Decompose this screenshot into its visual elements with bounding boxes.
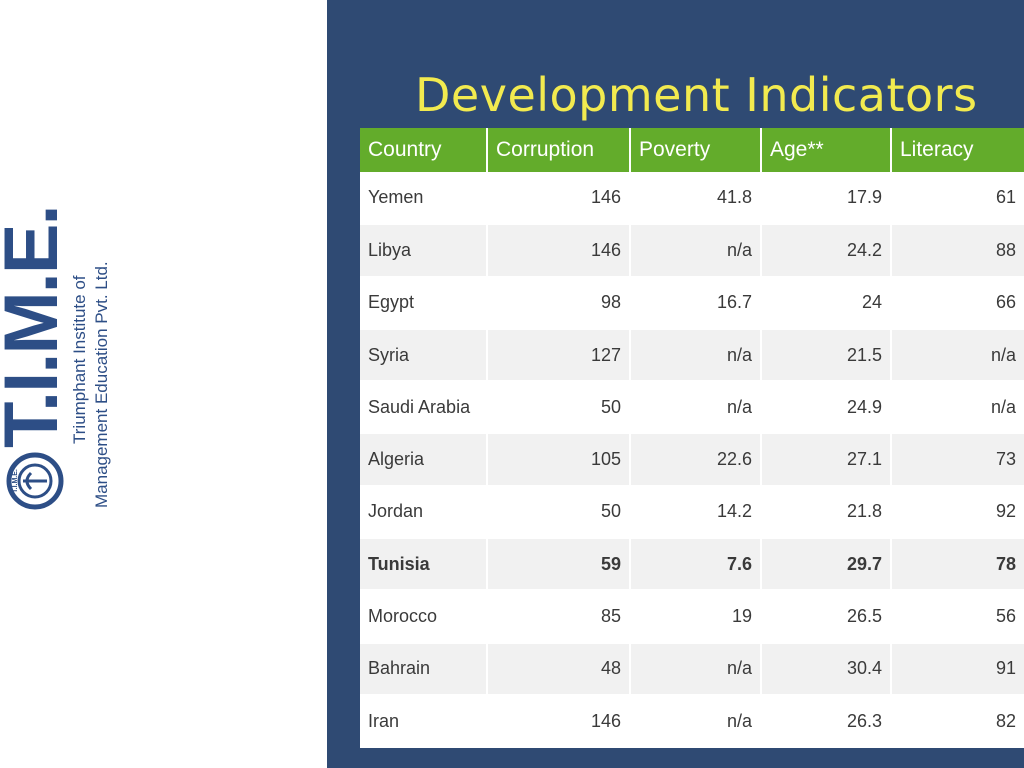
time-emblem-icon: T.I.M.E. [6,452,64,510]
cell-poverty: 14.2 [630,485,762,540]
table-row: Yemen 146 41.8 17.9 61 [360,172,1024,226]
cell-literacy: 56 [891,590,1024,644]
cell-poverty: n/a [630,642,762,696]
cell-age: 27.1 [761,433,892,487]
cell-corruption: 146 [487,694,631,749]
cell-poverty: 16.7 [630,276,762,330]
cell-age: 26.5 [761,590,892,644]
emblem-text: T.I.M.E. [12,469,19,493]
cell-age: 24 [761,276,892,330]
cell-country: Saudi Arabia [360,381,488,435]
table-row: Algeria 105 22.6 27.1 73 [360,433,1024,487]
table-row: Libya 146 n/a 24.2 88 [360,224,1024,278]
cell-country: Egypt [360,276,488,330]
header-corruption: Corruption [487,128,631,172]
cell-corruption: 48 [487,642,631,696]
cell-age: 30.4 [761,642,892,696]
cell-literacy: 73 [891,433,1024,487]
cell-country: Iran [360,694,488,749]
cell-literacy: 78 [891,538,1024,592]
logo: T.I.M.E. T.I.M.E. Triumphant Institute o… [0,0,327,768]
cell-corruption: 50 [487,381,631,435]
cell-age: 29.7 [761,538,892,592]
table-row: Syria 127 n/a 21.5 n/a [360,328,1024,383]
cell-poverty: n/a [630,381,762,435]
cell-age: 26.3 [761,694,892,749]
table-row: Morocco 85 19 26.5 56 [360,590,1024,644]
header-literacy: Literacy [891,128,1024,172]
table-row: Tunisia 59 7.6 29.7 78 [360,538,1024,592]
cell-age: 17.9 [761,172,892,226]
cell-literacy: 88 [891,224,1024,278]
header-age: Age** [761,128,892,172]
cell-literacy: 61 [891,172,1024,226]
cell-poverty: 7.6 [630,538,762,592]
cell-literacy: n/a [891,328,1024,383]
logo-subtitle-line2: Management Education Pvt. Ltd. [92,261,111,508]
cell-literacy: 91 [891,642,1024,696]
cell-poverty: n/a [630,694,762,749]
cell-corruption: 146 [487,172,631,226]
cell-country: Tunisia [360,538,488,592]
table-row: Jordan 50 14.2 21.8 92 [360,485,1024,540]
cell-age: 21.5 [761,328,892,383]
cell-country: Algeria [360,433,488,487]
cell-poverty: n/a [630,328,762,383]
cell-corruption: 50 [487,485,631,540]
indicators-table-container: Country Corruption Poverty Age** Literac… [360,128,1024,749]
logo-brand: T.I.M.E. [0,206,74,448]
cell-age: 21.8 [761,485,892,540]
cell-poverty: 41.8 [630,172,762,226]
header-poverty: Poverty [630,128,762,172]
header-country: Country [360,128,488,172]
cell-corruption: 85 [487,590,631,644]
cell-corruption: 98 [487,276,631,330]
table-header-row: Country Corruption Poverty Age** Literac… [360,128,1024,172]
cell-age: 24.9 [761,381,892,435]
cell-country: Bahrain [360,642,488,696]
logo-subtitle-line1: Triumphant Institute of [70,275,89,444]
table-row: Iran 146 n/a 26.3 82 [360,694,1024,749]
cell-poverty: 22.6 [630,433,762,487]
cell-country: Libya [360,224,488,278]
cell-country: Jordan [360,485,488,540]
cell-country: Syria [360,328,488,383]
cell-poverty: 19 [630,590,762,644]
cell-corruption: 127 [487,328,631,383]
table-body: Yemen 146 41.8 17.9 61 Libya 146 n/a 24.2 88 Egypt… [360,172,1024,749]
cell-corruption: 146 [487,224,631,278]
cell-country: Yemen [360,172,488,226]
table-row: Saudi Arabia 50 n/a 24.9 n/a [360,381,1024,435]
cell-corruption: 105 [487,433,631,487]
cell-corruption: 59 [487,538,631,592]
cell-country: Morocco [360,590,488,644]
slide-title: Development Indicators [415,68,978,122]
logo-panel: T.I.M.E. T.I.M.E. Triumphant Institute o… [0,0,327,768]
cell-poverty: n/a [630,224,762,278]
cell-literacy: n/a [891,381,1024,435]
cell-literacy: 66 [891,276,1024,330]
table-row: Egypt 98 16.7 24 66 [360,276,1024,330]
cell-age: 24.2 [761,224,892,278]
table-row: Bahrain 48 n/a 30.4 91 [360,642,1024,696]
cell-literacy: 92 [891,485,1024,540]
cell-literacy: 82 [891,694,1024,749]
indicators-table: Country Corruption Poverty Age** Literac… [360,128,1024,749]
